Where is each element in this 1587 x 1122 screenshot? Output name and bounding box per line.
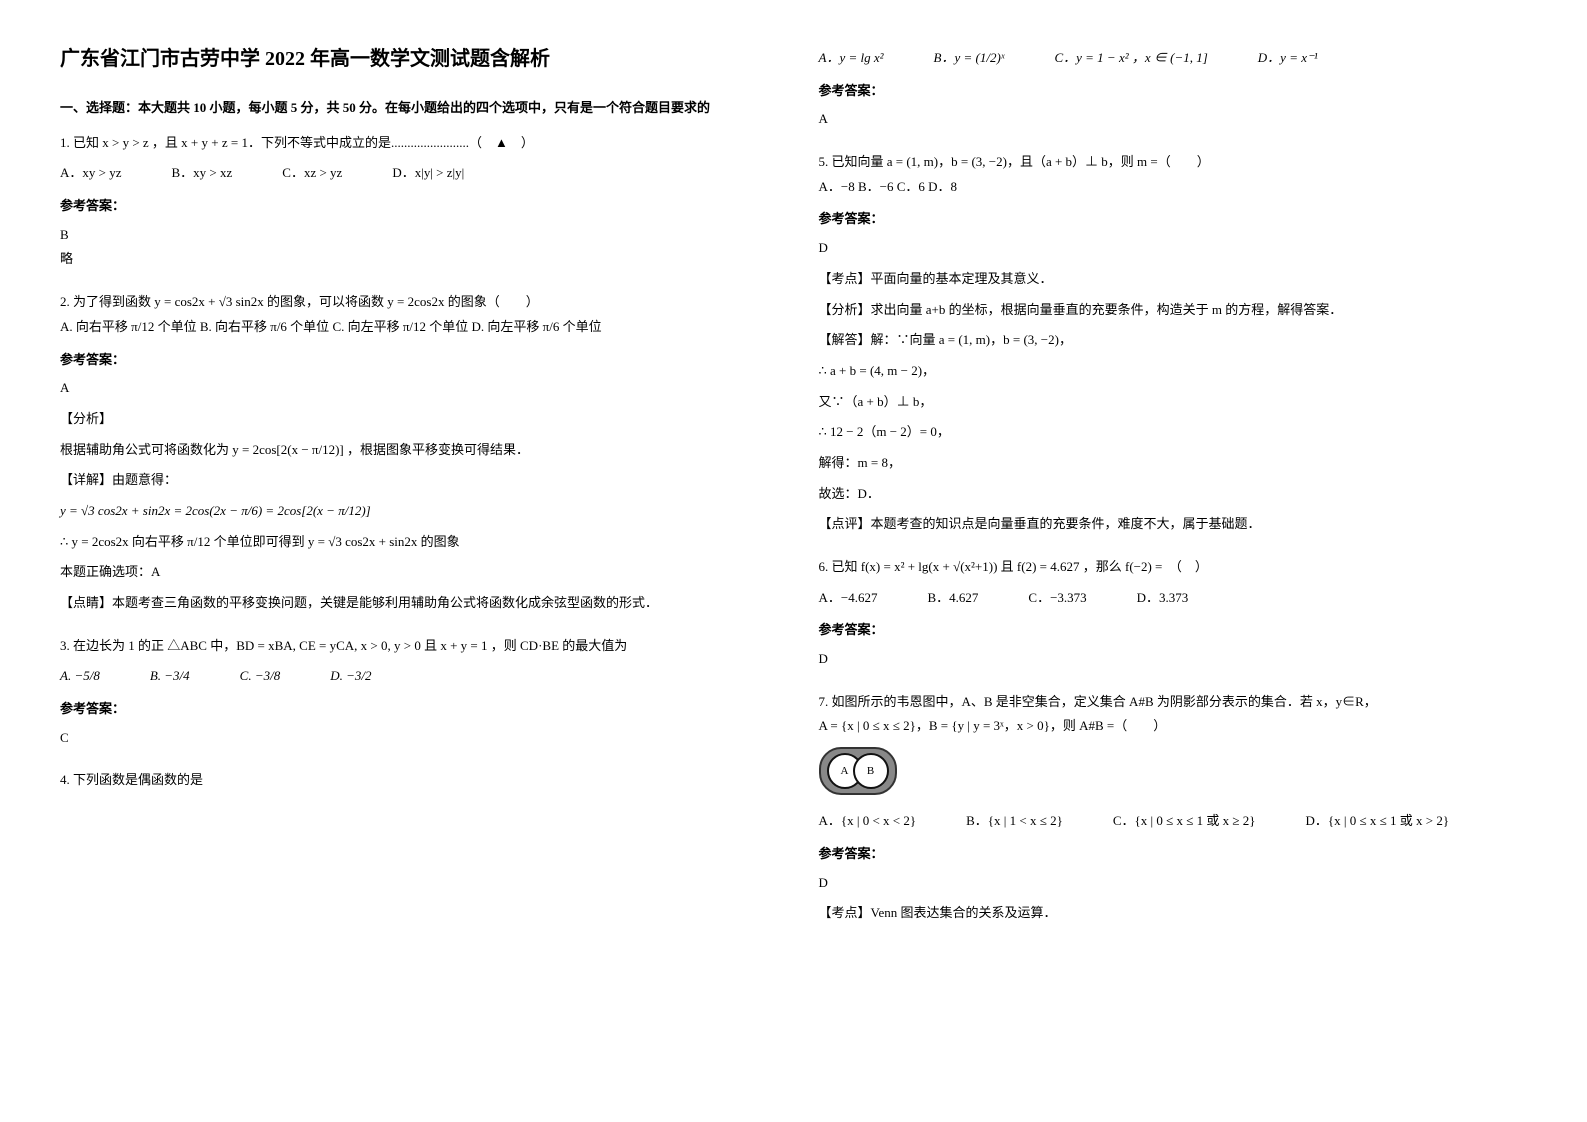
- q5-answer: D: [819, 236, 1528, 261]
- q3-stem: 3. 在边长为 1 的正 △ABC 中，BD = xBA, CE = yCA, …: [60, 634, 769, 659]
- q6-optA: A．−4.627: [819, 586, 878, 611]
- q5-optC: C．6: [897, 179, 925, 194]
- question-5: 5. 已知向量 a = (1, m)，b = (3, −2)，且（a + b）⊥…: [819, 150, 1528, 537]
- q4-optD: D．y = x⁻¹: [1258, 46, 1318, 71]
- q1-answer-label: 参考答案：: [60, 194, 769, 219]
- q3-optA: A. −5/8: [60, 664, 100, 689]
- q7-options: A．{x | 0 < x < 2} B．{x | 1 < x ≤ 2} C．{x…: [819, 809, 1528, 834]
- q2-detail-label: 【详解】由题意得：: [60, 468, 769, 493]
- q6-answer-label: 参考答案：: [819, 618, 1528, 643]
- question-4-stem: 4. 下列函数是偶函数的是: [60, 768, 769, 793]
- q6-answer: D: [819, 647, 1528, 672]
- q2-analysis-label: 【分析】: [60, 407, 769, 432]
- question-4-rest: A．y = lg x² B．y = (1/2)ˣ C．y = 1 − x² ，x…: [819, 46, 1528, 132]
- q2-options: A. 向右平移 π/12 个单位 B. 向右平移 π/6 个单位 C. 向左平移…: [60, 315, 769, 340]
- q1-optD: D．x|y| > z|y|: [392, 161, 464, 186]
- q2-stem: 2. 为了得到函数 y = cos2x + √3 sin2x 的图象，可以将函数…: [60, 290, 769, 315]
- q2-detail1: y = √3 cos2x + sin2x = 2cos(2x − π/6) = …: [60, 499, 769, 524]
- q3-answer-label: 参考答案：: [60, 697, 769, 722]
- q6-optB: B．4.627: [927, 586, 978, 611]
- q5-step4: 解得：m = 8，: [819, 451, 1528, 476]
- venn-circle-b: B: [853, 753, 889, 789]
- q5-step5: 故选：D．: [819, 482, 1528, 507]
- q2-analysis1: 根据辅助角公式可将函数化为 y = 2cos[2(x − π/12)] ，根据图…: [60, 438, 769, 463]
- q4-optA: A．y = lg x²: [819, 46, 884, 71]
- q1-detail: 略: [60, 247, 769, 272]
- question-7: 7. 如图所示的韦恩图中，A、B 是非空集合，定义集合 A#B 为阴影部分表示的…: [819, 690, 1528, 926]
- question-3: 3. 在边长为 1 的正 △ABC 中，BD = xBA, CE = yCA, …: [60, 634, 769, 751]
- left-column: 广东省江门市古劳中学 2022 年高一数学文测试题含解析 一、选择题：本大题共 …: [60, 40, 769, 944]
- q5-comment: 【点评】本题考查的知识点是向量垂直的充要条件，难度不大，属于基础题．: [819, 512, 1528, 537]
- section1-heading: 一、选择题：本大题共 10 小题，每小题 5 分，共 50 分。在每小题给出的四…: [60, 96, 769, 121]
- q5-optB: B．−6: [858, 179, 894, 194]
- q4-options: A．y = lg x² B．y = (1/2)ˣ C．y = 1 − x² ，x…: [819, 46, 1528, 71]
- q4-answer: A: [819, 107, 1528, 132]
- q7-optC: C．{x | 0 ≤ x ≤ 1 或 x ≥ 2}: [1113, 809, 1256, 834]
- q5-analysis: 【分析】求出向量 a+b 的坐标，根据向量垂直的充要条件，构造关于 m 的方程，…: [819, 298, 1528, 323]
- q5-step2: 又∵（a + b）⊥ b，: [819, 390, 1528, 415]
- q5-options: A．−8 B．−6 C．6 D．8: [819, 175, 1528, 200]
- q2-answer-label: 参考答案：: [60, 348, 769, 373]
- q7-optD: D．{x | 0 ≤ x ≤ 1 或 x > 2}: [1306, 809, 1450, 834]
- q2-conclusion: 本题正确选项：A: [60, 560, 769, 585]
- venn-diagram: A B: [819, 747, 897, 795]
- q7-answer-label: 参考答案：: [819, 842, 1528, 867]
- question-6: 6. 已知 f(x) = x² + lg(x + √(x²+1)) 且 f(2)…: [819, 555, 1528, 672]
- q7-optB: B．{x | 1 < x ≤ 2}: [966, 809, 1063, 834]
- right-column: A．y = lg x² B．y = (1/2)ˣ C．y = 1 − x² ，x…: [819, 40, 1528, 944]
- q2-optD: D. 向左平移 π/6 个单位: [472, 319, 602, 334]
- q3-optC: C. −3/8: [240, 664, 281, 689]
- q1-stem: 1. 已知 x > y > z ，且 x + y + z = 1．下列不等式中成…: [60, 131, 769, 156]
- q5-step3: ∴ 12 − 2（m − 2）= 0，: [819, 420, 1528, 445]
- q1-options: A．xy > yz B．xy > xz C．xz > yz D．x|y| > z…: [60, 161, 769, 186]
- q1-optA: A．xy > yz: [60, 161, 122, 186]
- q4-optC: C．y = 1 − x² ，x ∈ (−1, 1]: [1054, 46, 1207, 71]
- q5-answer-label: 参考答案：: [819, 207, 1528, 232]
- q3-optD: D. −3/2: [330, 664, 371, 689]
- q6-optD: D．3.373: [1137, 586, 1189, 611]
- q5-stem: 5. 已知向量 a = (1, m)，b = (3, −2)，且（a + b）⊥…: [819, 150, 1528, 175]
- question-2: 2. 为了得到函数 y = cos2x + √3 sin2x 的图象，可以将函数…: [60, 290, 769, 616]
- q3-options: A. −5/8 B. −3/4 C. −3/8 D. −3/2: [60, 664, 769, 689]
- q2-answer: A: [60, 376, 769, 401]
- question-1: 1. 已知 x > y > z ，且 x + y + z = 1．下列不等式中成…: [60, 131, 769, 272]
- q4-optB: B．y = (1/2)ˣ: [934, 46, 1005, 71]
- q2-optC: C. 向左平移 π/12 个单位: [332, 319, 468, 334]
- q5-solve: 【解答】解：∵向量 a = (1, m)，b = (3, −2)，: [819, 328, 1528, 353]
- q6-options: A．−4.627 B．4.627 C．−3.373 D．3.373: [819, 586, 1528, 611]
- doc-title: 广东省江门市古劳中学 2022 年高一数学文测试题含解析: [60, 40, 769, 78]
- q7-answer: D: [819, 871, 1528, 896]
- q1-optC: C．xz > yz: [282, 161, 342, 186]
- q5-optD: D．8: [928, 179, 957, 194]
- q7-stem2: A = {x | 0 ≤ x ≤ 2}，B = {y | y = 3ˣ，x > …: [819, 714, 1528, 739]
- q5-step1: ∴ a + b = (4, m − 2)，: [819, 359, 1528, 384]
- q3-optB: B. −3/4: [150, 664, 190, 689]
- q3-answer: C: [60, 726, 769, 751]
- q4-answer-label: 参考答案：: [819, 79, 1528, 104]
- q2-detail2: ∴ y = 2cos2x 向右平移 π/12 个单位即可得到 y = √3 co…: [60, 530, 769, 555]
- q5-optA: A．−8: [819, 179, 855, 194]
- q1-answer: B: [60, 223, 769, 248]
- q7-point: 【考点】Venn 图表达集合的关系及运算．: [819, 901, 1528, 926]
- q6-stem: 6. 已知 f(x) = x² + lg(x + √(x²+1)) 且 f(2)…: [819, 555, 1528, 580]
- q7-optA: A．{x | 0 < x < 2}: [819, 809, 917, 834]
- q2-optA: A. 向右平移 π/12 个单位: [60, 319, 197, 334]
- q2-comment: 【点睛】本题考查三角函数的平移变换问题，关键是能够利用辅助角公式将函数化成余弦型…: [60, 591, 769, 616]
- q7-stem1: 7. 如图所示的韦恩图中，A、B 是非空集合，定义集合 A#B 为阴影部分表示的…: [819, 690, 1528, 715]
- q4-stem: 4. 下列函数是偶函数的是: [60, 768, 769, 793]
- q1-optB: B．xy > xz: [172, 161, 233, 186]
- q5-point: 【考点】平面向量的基本定理及其意义．: [819, 267, 1528, 292]
- q2-optB: B. 向右平移 π/6 个单位: [200, 319, 329, 334]
- q6-optC: C．−3.373: [1028, 586, 1086, 611]
